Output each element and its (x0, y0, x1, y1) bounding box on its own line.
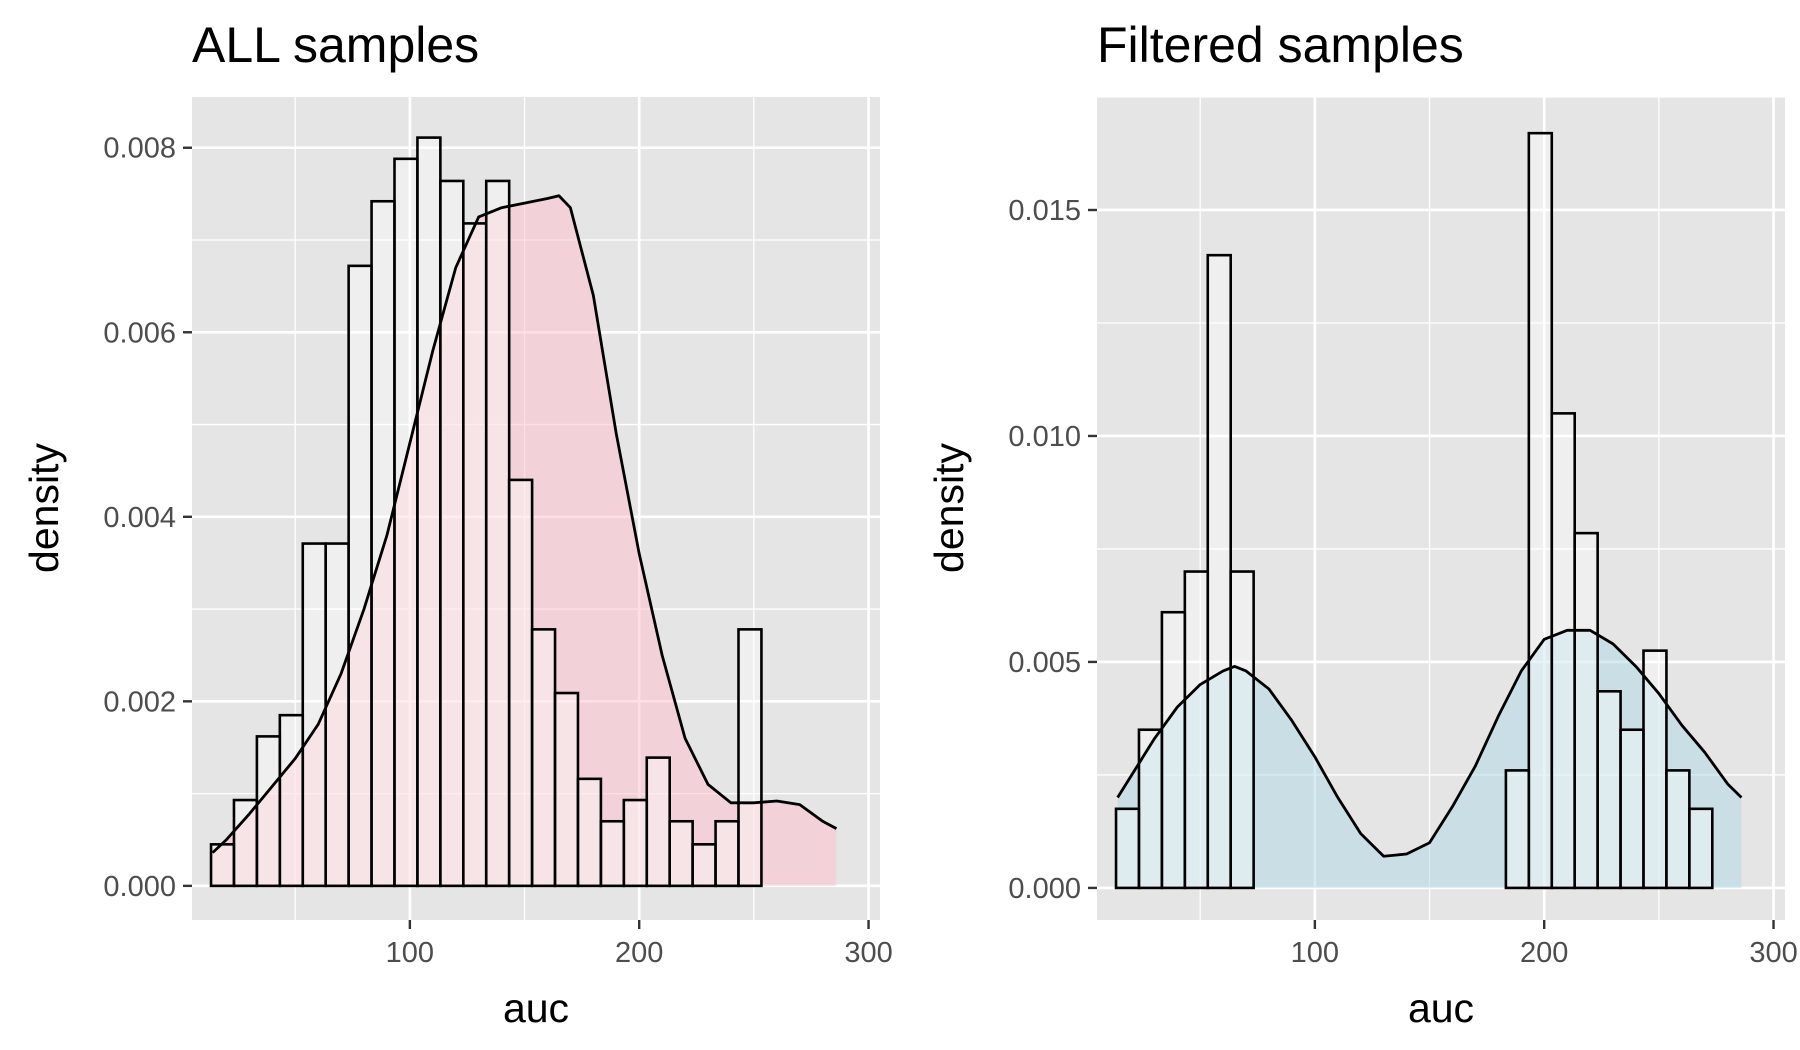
histogram-bar (232, 798, 259, 888)
y-tick-label: 0.006 (103, 317, 176, 349)
y-tick-label: 0.002 (103, 686, 176, 718)
histogram-bar (1596, 690, 1622, 890)
histogram-bar (1642, 649, 1668, 890)
histogram-bar (622, 798, 649, 888)
histogram-bar (553, 691, 580, 888)
density-area (1117, 630, 1742, 888)
histogram-bar (1137, 728, 1164, 890)
y-axis-title: density (926, 443, 972, 573)
histogram-bar (393, 157, 419, 888)
histogram-bar (576, 777, 603, 888)
histogram-bar (1527, 131, 1554, 890)
histogram-bar (1160, 610, 1187, 890)
density-line (211, 194, 838, 854)
histogram-bar (1183, 570, 1210, 890)
x-tick-label: 200 (1520, 937, 1568, 969)
histogram-bar (1229, 570, 1255, 890)
x-tick-label: 200 (615, 937, 663, 969)
histogram-bar (324, 542, 350, 888)
density-area-fill (1117, 630, 1742, 888)
right-chart: Filtered samples 0.000 0.005 0.010 0.015 10… (926, 17, 1798, 1031)
y-tick-label: 0.000 (1008, 873, 1081, 905)
x-tick-label: 300 (844, 937, 892, 969)
histogram-bar (484, 179, 511, 888)
histogram-bar (599, 819, 626, 888)
y-tick-label: 0.000 (103, 871, 176, 903)
x-axis-title: auc (1408, 985, 1474, 1031)
histogram-bar (255, 735, 282, 888)
y-tick-label: 0.015 (1008, 195, 1081, 227)
y-tick-label: 0.005 (1008, 647, 1081, 679)
histogram-bar (530, 628, 557, 888)
histogram-bar (1688, 807, 1714, 890)
histogram-bar (1573, 531, 1599, 890)
density-area-fill (212, 195, 837, 886)
histogram-bar (668, 819, 694, 888)
density-curve (211, 194, 838, 854)
histogram-bar (737, 628, 763, 888)
histogram-bar (1114, 807, 1141, 890)
histogram-bar (507, 478, 534, 888)
histogram-bar (714, 819, 740, 888)
density-area (212, 195, 837, 886)
x-tick-label: 100 (1291, 937, 1339, 969)
histogram-bar (691, 843, 717, 888)
histogram-bar (1619, 728, 1645, 890)
x-tick-label: 100 (386, 937, 434, 969)
y-tick-label: 0.010 (1008, 421, 1081, 453)
histogram-bar (1550, 412, 1577, 890)
histogram-bar (462, 222, 488, 888)
histogram-bar (1504, 769, 1531, 890)
histogram-bar (278, 713, 305, 888)
histogram-bar (347, 264, 373, 888)
density-curve (1116, 628, 1743, 858)
histogram-bar (1206, 253, 1233, 890)
y-axis: 0.000 0.005 0.010 0.015 (1008, 195, 1097, 905)
x-axis-title: auc (503, 985, 569, 1031)
chart-title: Filtered samples (1097, 17, 1464, 73)
y-axis: 0.000 0.002 0.004 0.006 0.008 (103, 133, 192, 903)
left-chart: ALL samples 0.000 0.002 0.004 0.006 0.008 10… (21, 17, 893, 1031)
y-tick-label: 0.008 (103, 133, 176, 165)
y-tick-label: 0.004 (103, 502, 176, 534)
histogram-bar (645, 756, 672, 888)
histogram-bar (1665, 769, 1691, 890)
chart-title: ALL samples (192, 17, 479, 73)
density-line (1116, 628, 1743, 858)
histogram-bar (416, 136, 442, 888)
x-tick-label: 300 (1749, 937, 1797, 969)
histogram-bars (1114, 131, 1714, 890)
y-axis-title: density (21, 443, 67, 573)
x-axis: 100 200 300 (1291, 920, 1798, 969)
x-axis: 100 200 300 (386, 920, 893, 969)
